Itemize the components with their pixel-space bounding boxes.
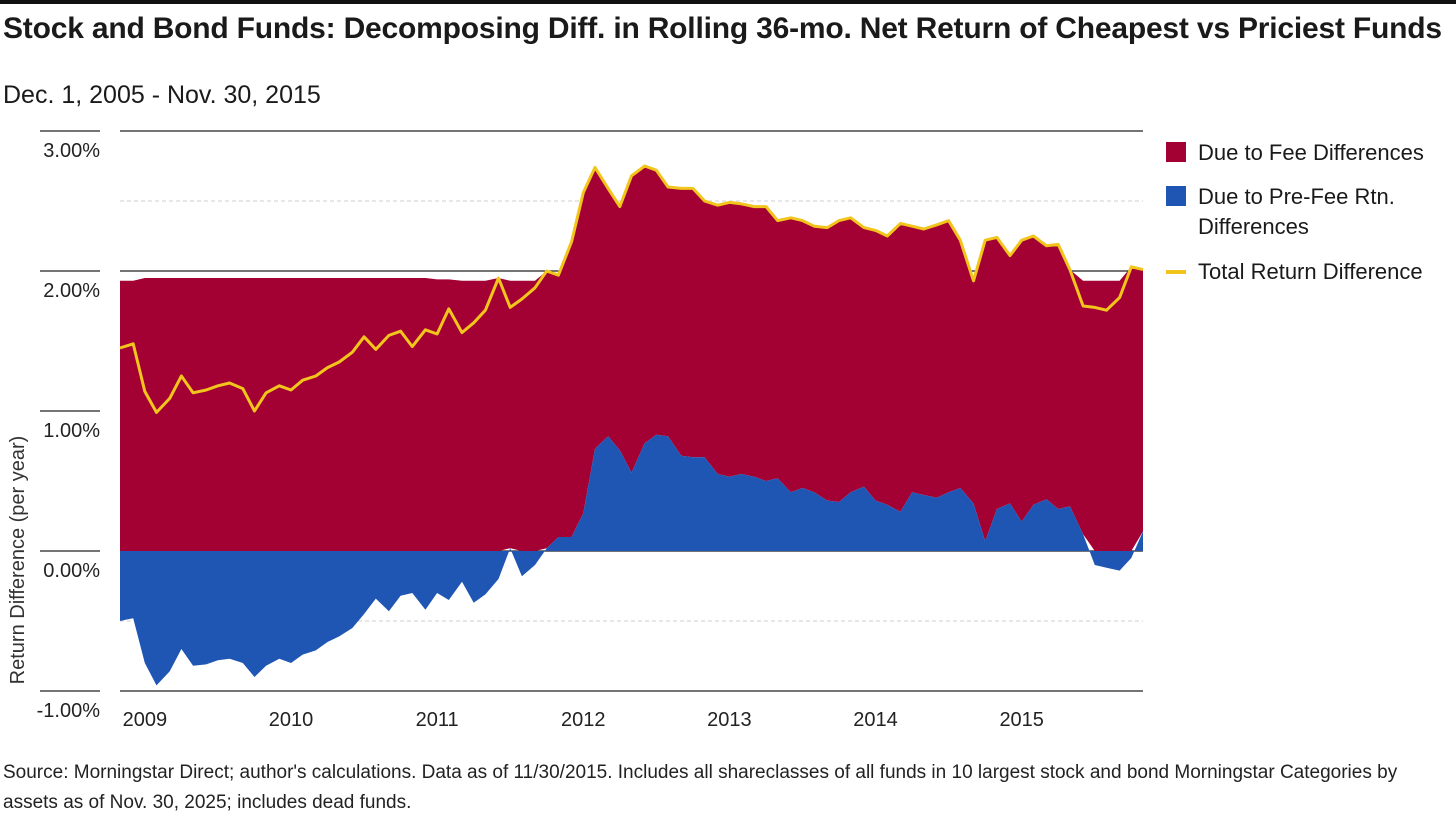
area-series	[120, 166, 1143, 686]
x-tick-label: 2015	[999, 709, 1044, 731]
legend-label-prefee: Due to Pre-Fee Rtn. Differences	[1198, 184, 1395, 239]
legend-item-fee: Due to Fee Differences	[1166, 138, 1438, 168]
legend-swatch-prefee	[1166, 186, 1186, 206]
prefee-difference-area	[120, 434, 1143, 686]
legend-swatch-total	[1166, 270, 1186, 274]
y-axis-label: Return Difference (per year)	[7, 436, 29, 685]
legend-swatch-fee	[1166, 142, 1186, 162]
y-tick-label: 1.00%	[43, 420, 100, 442]
legend-label-fee: Due to Fee Differences	[1198, 140, 1424, 165]
x-tick-label: 2009	[123, 709, 168, 731]
legend-item-prefee: Due to Pre-Fee Rtn. Differences	[1166, 182, 1398, 242]
x-tick-label: 2010	[269, 709, 314, 731]
y-tick-label: -1.00%	[37, 700, 101, 722]
x-tick-label: 2012	[561, 709, 606, 731]
top-rule	[0, 0, 1456, 4]
x-tick-label: 2014	[853, 709, 898, 731]
legend-item-total: Total Return Difference	[1166, 257, 1438, 287]
y-tick-label: 2.00%	[43, 280, 100, 302]
y-tick-label: 3.00%	[43, 140, 100, 162]
y-tick-label: 0.00%	[43, 560, 100, 582]
line-series	[119, 164, 1144, 414]
axes: -1.00% 0.00% 1.00% 2.00% 3.00% 2009 2010 2011 20…	[37, 130, 1044, 731]
legend-label-total: Total Return Difference	[1198, 259, 1423, 284]
fee-difference-area	[120, 166, 1143, 551]
x-tick-label: 2013	[707, 709, 752, 731]
source-note: Source: Morningstar Direct; author's cal…	[3, 762, 1398, 813]
total-return-line	[119, 164, 1144, 414]
chart-subtitle: Dec. 1, 2005 - Nov. 30, 2015	[3, 81, 321, 109]
x-tick-label: 2011	[416, 709, 459, 731]
chart-title: Stock and Bond Funds: Decomposing Diff. …	[3, 12, 1442, 45]
